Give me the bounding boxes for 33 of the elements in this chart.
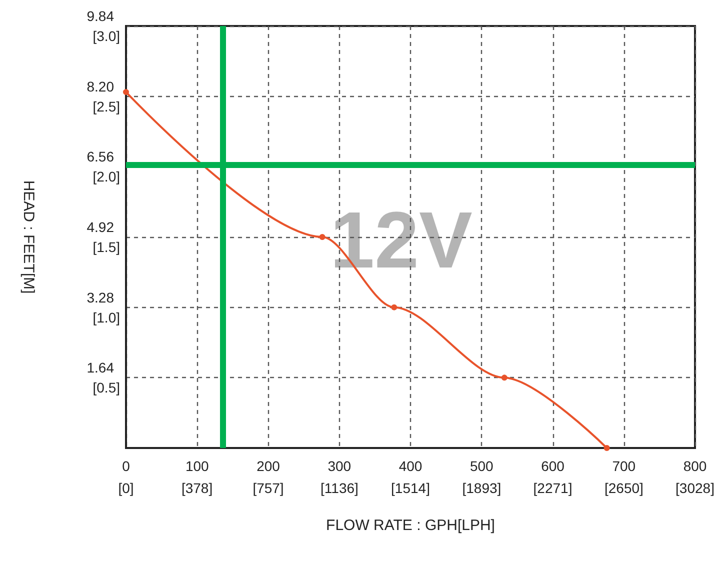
y-axis-title: HEAD : FEET[M] bbox=[20, 180, 37, 294]
x-tick-label: 300 bbox=[328, 458, 352, 474]
x-tick-label: 500 bbox=[470, 458, 494, 474]
x-tick-label: 400 bbox=[398, 458, 422, 474]
x-tick-label: 800 bbox=[683, 458, 707, 474]
x2-tick-label: [0] bbox=[118, 480, 134, 496]
y-tick-label: 8.20 bbox=[86, 78, 114, 94]
y2-tick-label: [0.5] bbox=[92, 380, 120, 396]
y2-tick-label: [2.0] bbox=[92, 168, 120, 185]
y-tick-label: 6.56 bbox=[86, 148, 114, 165]
x2-tick-label: [2271] bbox=[533, 480, 572, 496]
y2-tick-label: [2.5] bbox=[92, 98, 120, 114]
x2-tick-label: [2650] bbox=[604, 480, 644, 496]
x-tick-label: 700 bbox=[612, 458, 636, 474]
x2-tick-label: [378] bbox=[181, 480, 213, 496]
x2-tick-label: [757] bbox=[252, 480, 284, 496]
x-tick-label: 0 bbox=[122, 458, 130, 474]
x-tick-label: 600 bbox=[541, 458, 565, 474]
x-tick-label: 100 bbox=[185, 458, 210, 474]
x2-tick-label: [1136] bbox=[320, 480, 358, 496]
y-tick-label: 4.92 bbox=[86, 219, 114, 235]
y2-tick-label: [1.0] bbox=[92, 309, 120, 326]
x2-tick-label: [3028] bbox=[676, 480, 714, 496]
y2-tick-label: [3.0] bbox=[92, 28, 120, 44]
x-tick-label: 200 bbox=[256, 458, 280, 474]
x2-tick-label: [1514] bbox=[391, 480, 430, 496]
x2-tick-label: [1893] bbox=[462, 480, 502, 496]
y2-tick-label: [1.5] bbox=[92, 239, 120, 255]
y-tick-label: 1.64 bbox=[86, 360, 114, 376]
x-axis-title: FLOW RATE : GPH[LPH] bbox=[326, 517, 495, 534]
y-tick-label: 9.84 bbox=[86, 8, 114, 24]
annotation: 12V bbox=[330, 196, 472, 284]
y-tick-label: 3.28 bbox=[86, 289, 114, 306]
